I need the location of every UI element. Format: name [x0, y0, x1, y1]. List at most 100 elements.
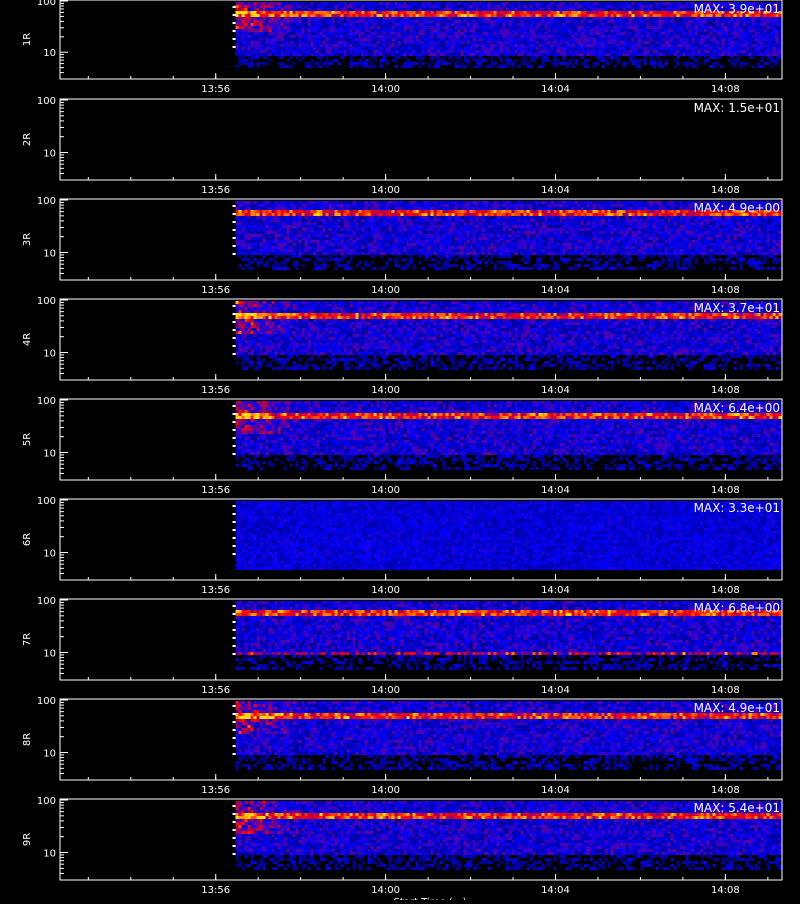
data-start-marker: [233, 513, 236, 515]
y-tick-label: 100: [37, 0, 56, 8]
x-ticks: [88, 73, 768, 79]
data-start-marker: [233, 737, 236, 739]
data-start-marker: [233, 205, 236, 207]
y-tick-label: 10: [43, 48, 56, 59]
x-tick-label: 13:56: [201, 285, 230, 296]
data-start-marker: [233, 6, 236, 8]
data-start-marker: [233, 753, 236, 755]
y-ticks: [60, 100, 68, 180]
x-tick-label: 14:08: [711, 485, 740, 496]
y-tick-label: 10: [43, 549, 56, 560]
panel-label: 5R: [22, 433, 33, 446]
data-start-marker: [233, 229, 236, 231]
y-tick-label: 100: [37, 796, 56, 807]
data-start-marker: [233, 821, 236, 823]
y-tick-label: 100: [37, 696, 56, 707]
x-tick-label: 14:00: [371, 885, 400, 896]
panel-label: 6R: [22, 533, 33, 546]
data-start-marker: [233, 713, 236, 715]
data-start-marker: [233, 30, 236, 32]
y-ticks: [60, 600, 68, 680]
x-ticks: [88, 574, 768, 580]
y-tick-label: 10: [43, 249, 56, 260]
data-start-marker: [233, 437, 236, 439]
x-tick-label: 14:00: [371, 285, 400, 296]
x-tick-label: 13:56: [201, 585, 230, 596]
x-tick-label: 13:56: [201, 885, 230, 896]
panel-label: 7R: [22, 633, 33, 646]
data-start-marker: [233, 537, 236, 539]
max-value-label: MAX: 6.8e+00: [694, 601, 780, 615]
y-tick-label: 10: [43, 749, 56, 760]
panel-label: 1R: [22, 33, 33, 46]
max-value-label: MAX: 6.4e+00: [694, 401, 780, 415]
panel-label: 3R: [22, 233, 33, 246]
y-tick-label: 100: [37, 496, 56, 507]
max-value-label: MAX: 4.9e+01: [694, 701, 780, 715]
data-start-marker: [233, 245, 236, 247]
plot-frame: [60, 99, 782, 180]
data-start-marker: [233, 337, 236, 339]
y-ticks: [60, 400, 68, 480]
x-tick-label: 14:08: [711, 885, 740, 896]
y-ticks: [60, 800, 68, 880]
data-start-marker: [233, 845, 236, 847]
data-start-marker: [233, 345, 236, 347]
data-start-marker: [233, 645, 236, 647]
data-start-marker: [233, 521, 236, 523]
max-value-label: MAX: 4.9e+00: [694, 201, 780, 215]
y-tick-label: 100: [37, 96, 56, 107]
data-start-marker: [233, 413, 236, 415]
y-ticks: [60, 700, 68, 780]
x-tick-label: 13:56: [201, 485, 230, 496]
data-start-marker: [233, 813, 236, 815]
data-start-marker: [233, 637, 236, 639]
y-tick-label: 10: [43, 849, 56, 860]
y-ticks: [60, 300, 68, 380]
data-start-marker: [233, 621, 236, 623]
data-start-marker: [233, 729, 236, 731]
panel-label: 8R: [22, 733, 33, 746]
max-value-label: MAX: 1.5e+01: [694, 101, 780, 115]
data-start-marker: [233, 421, 236, 423]
data-start-marker: [233, 313, 236, 315]
max-value-label: MAX: 3.9e+01: [694, 2, 780, 16]
data-start-marker: [233, 453, 236, 455]
x-tick-label: 13:56: [201, 84, 230, 95]
x-tick-label: 14:00: [371, 785, 400, 796]
data-start-marker: [233, 829, 236, 831]
x-tick-label: 14:04: [541, 84, 570, 95]
x-tick-label: 13:56: [201, 685, 230, 696]
data-start-marker: [233, 221, 236, 223]
x-tick-label: 14:08: [711, 685, 740, 696]
max-value-label: MAX: 3.3e+01: [694, 501, 780, 515]
data-start-marker: [233, 721, 236, 723]
x-ticks: [88, 174, 768, 180]
x-tick-label: 14:08: [711, 785, 740, 796]
data-start-marker: [233, 553, 236, 555]
x-tick-label: 14:00: [371, 84, 400, 95]
x-tick-label: 14:08: [711, 385, 740, 396]
x-ticks: [88, 274, 768, 280]
max-value-label: MAX: 3.7e+01: [694, 301, 780, 315]
y-ticks: [60, 200, 68, 280]
x-tick-label: 13:56: [201, 185, 230, 196]
x-tick-label: 14:00: [371, 685, 400, 696]
x-tick-label: 14:00: [371, 385, 400, 396]
data-start-marker: [233, 213, 236, 215]
x-ticks: [88, 374, 768, 380]
x-tick-label: 14:04: [541, 485, 570, 496]
data-start-marker: [233, 353, 236, 355]
y-ticks: [60, 500, 68, 580]
x-tick-label: 14:04: [541, 285, 570, 296]
data-start-marker: [233, 853, 236, 855]
data-start-marker: [233, 445, 236, 447]
